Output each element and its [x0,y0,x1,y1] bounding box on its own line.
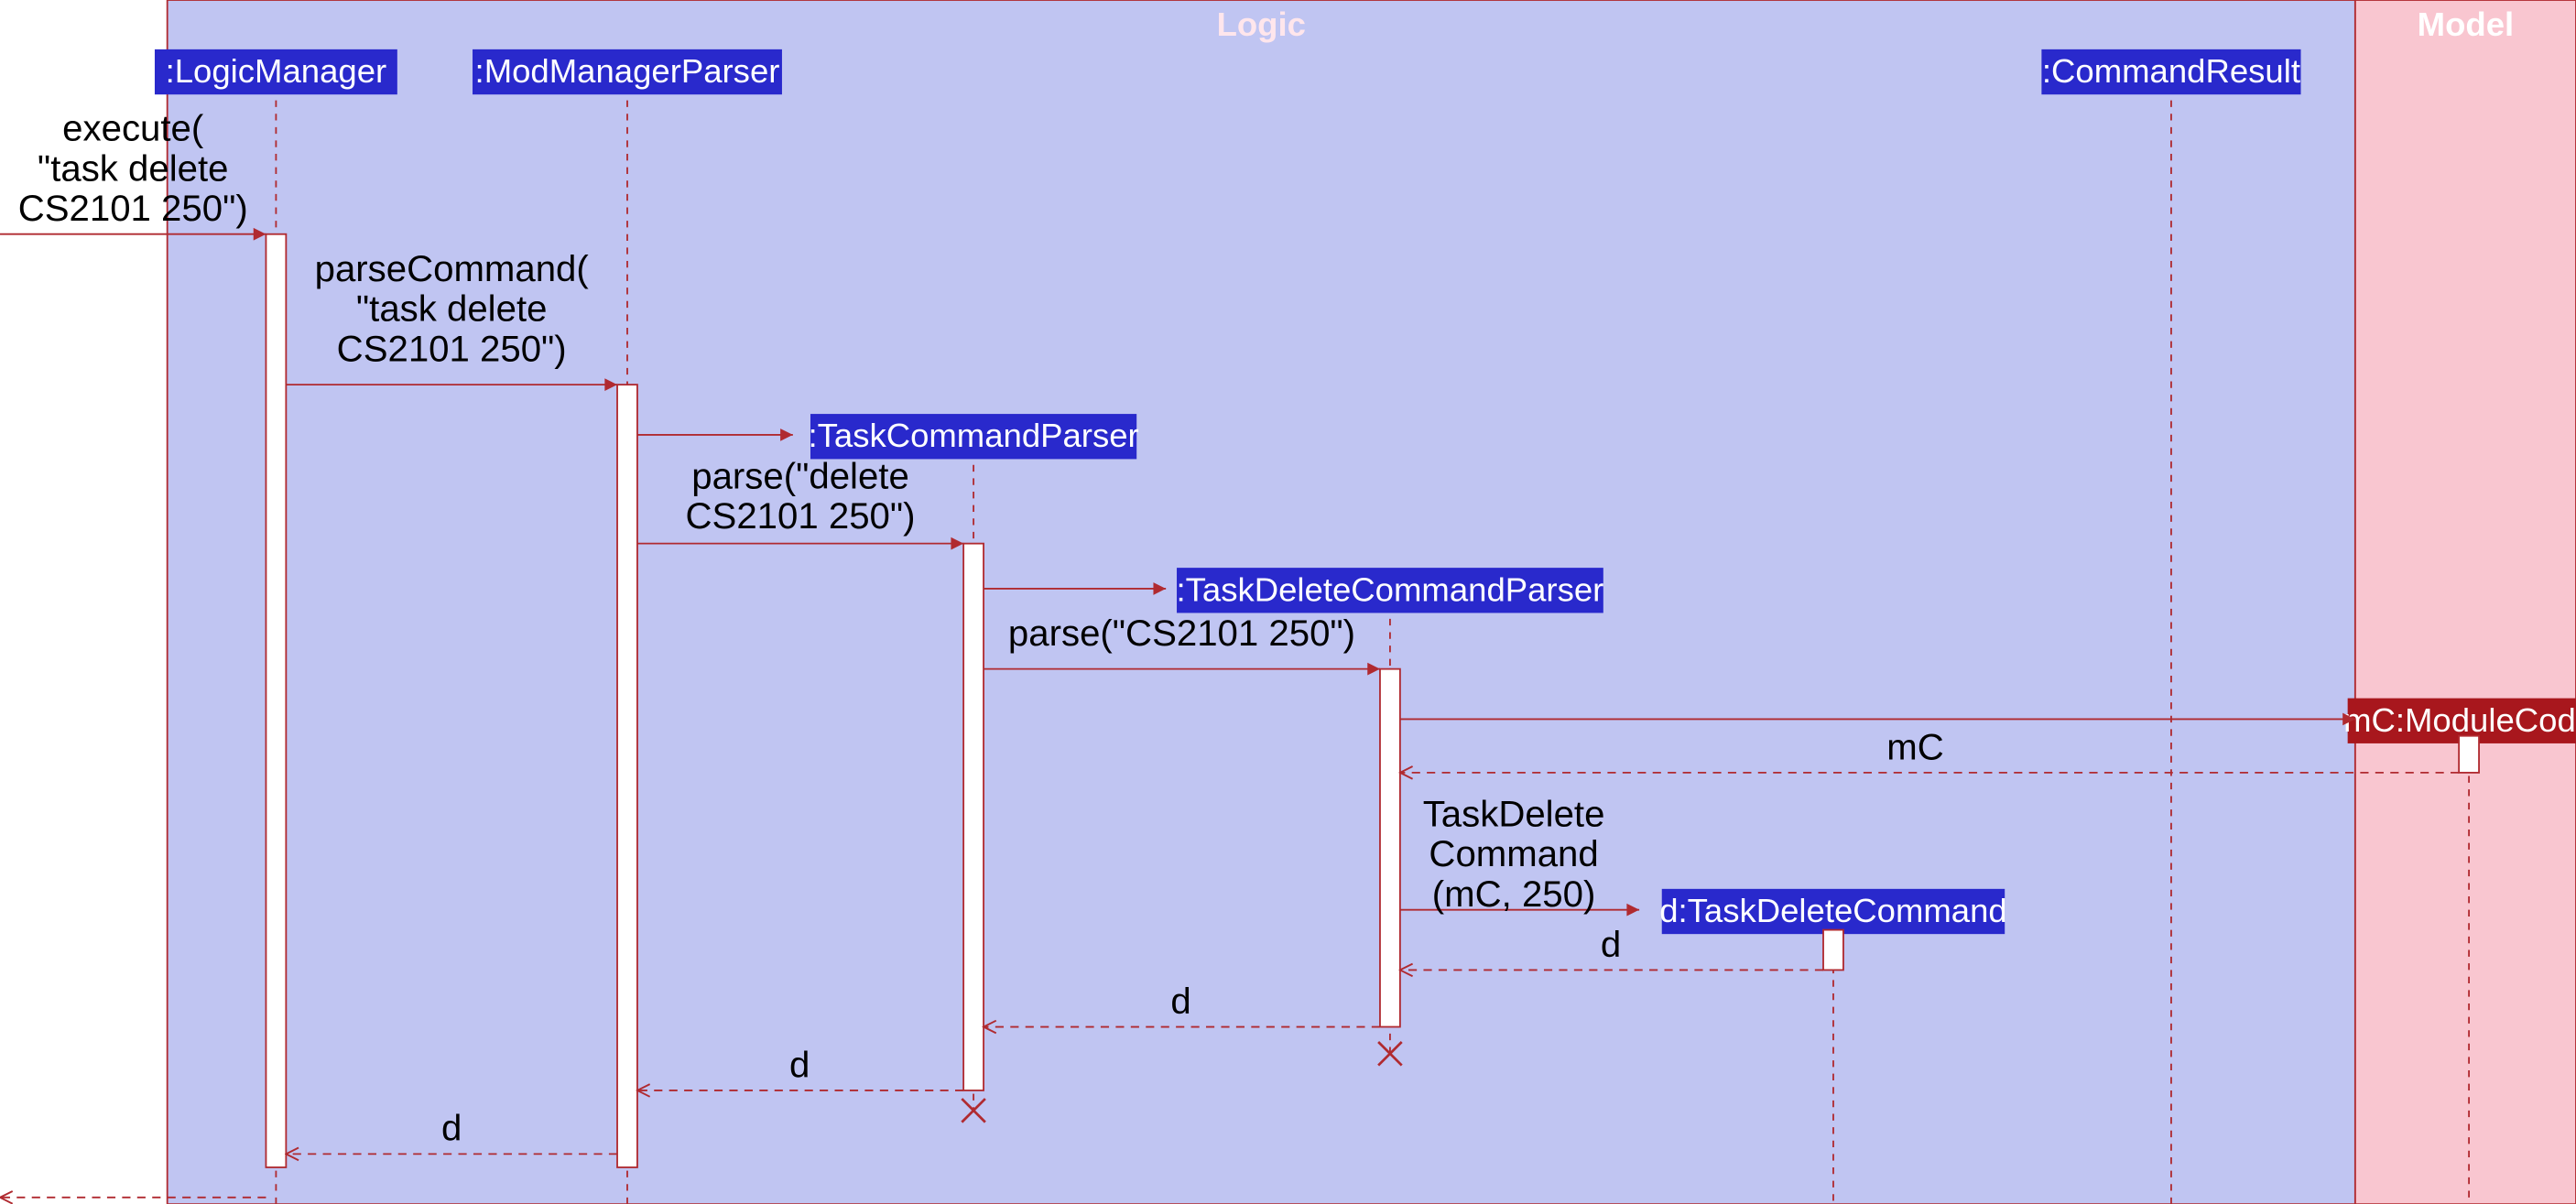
message-0-label-line-2: CS2101 250") [18,188,248,229]
message-8-label-line-0: TaskDelete [1423,793,1605,834]
frame-model: Model [2355,0,2576,1204]
frame-logic-label: Logic [1217,5,1306,43]
message-9-label-line-0: d [1601,924,1621,965]
participant-label-taskDeleteCommand: d:TaskDeleteCommand [1659,892,2007,929]
message-10-label-line-0: d [1170,981,1190,1022]
message-7-label-line-0: mC [1886,726,1943,767]
message-3-label-line-0: parse("delete [691,455,909,496]
message-8-label-line-2: (mC, 250) [1432,873,1596,915]
participant-label-taskDeleteCommandParser: :TaskDeleteCommandParser [1177,570,1604,608]
participant-label-logicManager: :LogicManager [166,52,387,90]
frame-model-label: Model [2418,5,2514,43]
message-1-label-line-0: parseCommand( [315,248,590,289]
participant-label-commandResult: :CommandResult [2042,52,2300,90]
message-12-label-line-0: d [441,1108,462,1149]
activation-taskCommandParser [963,544,984,1090]
participant-label-modManagerParser: :ModManagerParser [475,52,780,90]
message-11-label-line-0: d [789,1044,810,1085]
message-1-label-line-2: CS2101 250") [337,329,567,370]
message-0-label-line-1: "task delete [38,147,229,189]
activation-taskDeleteCommandParser [1380,669,1400,1027]
message-5-label-line-0: parse("CS2101 250") [1008,613,1355,654]
participant-label-moduleCode: mC:ModuleCode [2343,701,2576,739]
message-8-label-line-1: Command [1429,833,1598,874]
message-3-label-line-1: CS2101 250") [686,495,916,537]
participant-label-taskCommandParser: :TaskCommandParser [808,417,1138,454]
activation-modManagerParser [617,385,637,1167]
message-0-label-line-0: execute( [62,107,204,148]
activation-moduleCode [2459,736,2479,773]
message-1-label-line-1: "task delete [356,288,548,330]
activation-logicManager [266,234,286,1167]
activation-taskDeleteCommand [1823,930,1843,971]
